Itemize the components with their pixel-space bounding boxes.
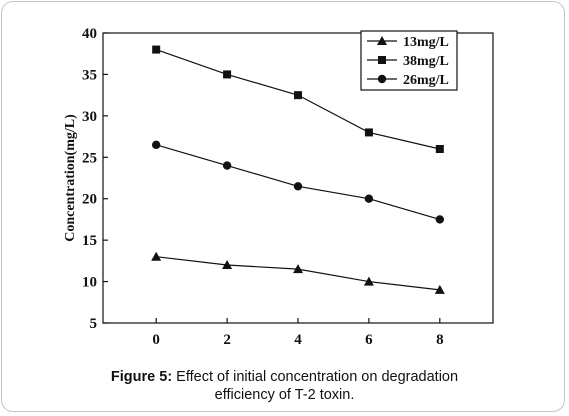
caption-line-1: Effect of initial concentration on degra… [172, 369, 459, 385]
y-tick-label: 40 [82, 26, 97, 42]
figure-frame [1, 1, 565, 412]
data-point-circle [151, 140, 161, 150]
chart-axes: 5 10 15 20 25 30 35 40 0 2 4 6 8 Concentration(mg/L) [63, 26, 494, 348]
y-tick-label: 10 [82, 275, 97, 291]
data-point-triangle [151, 251, 162, 261]
data-point-square [223, 70, 232, 79]
data-point-circle [364, 194, 374, 203]
data-point-triangle [434, 284, 445, 294]
data-point-circle [222, 161, 232, 170]
figure-caption: Figure 5: Effect of initial concentratio… [0, 368, 569, 404]
legend-label: 13mg/L [403, 35, 449, 50]
series-line-triangle [156, 256, 440, 291]
x-tick-label: 6 [365, 332, 373, 348]
legend-label: 38mg/L [403, 54, 449, 69]
caption-line-2: efficiency of T-2 toxin. [214, 387, 355, 403]
caption-label: Figure 5: [110, 369, 173, 385]
data-point-circle [435, 215, 445, 224]
legend-marker-circle [377, 74, 387, 84]
y-tick-label: 20 [82, 192, 97, 208]
x-tick-label: 2 [223, 332, 231, 348]
data-point-square [435, 145, 444, 153]
series-markers [151, 45, 445, 294]
y-tick-label: 5 [90, 316, 98, 332]
legend-marker-triangle [377, 36, 387, 45]
legend-label: 26mg/L [403, 73, 449, 88]
y-tick-label: 25 [82, 150, 97, 166]
x-tick-label: 8 [436, 332, 444, 348]
y-tick-label: 35 [82, 67, 97, 83]
legend: 13mg/L 38mg/L 26mg/L [360, 30, 458, 91]
data-point-circle [293, 182, 303, 191]
data-point-triangle [363, 276, 374, 286]
legend-marker-square [378, 56, 386, 64]
x-tick-label: 0 [152, 332, 160, 348]
data-point-square [294, 91, 302, 100]
y-tick-label: 15 [82, 233, 97, 249]
y-axis-label: Concentration(mg/L) [63, 114, 78, 242]
data-point-triangle [293, 264, 303, 274]
data-point-square [152, 45, 161, 54]
y-tick-label: 30 [82, 109, 97, 125]
data-point-square [364, 128, 373, 137]
data-point-triangle [222, 260, 233, 269]
x-tick-label: 4 [294, 332, 302, 348]
